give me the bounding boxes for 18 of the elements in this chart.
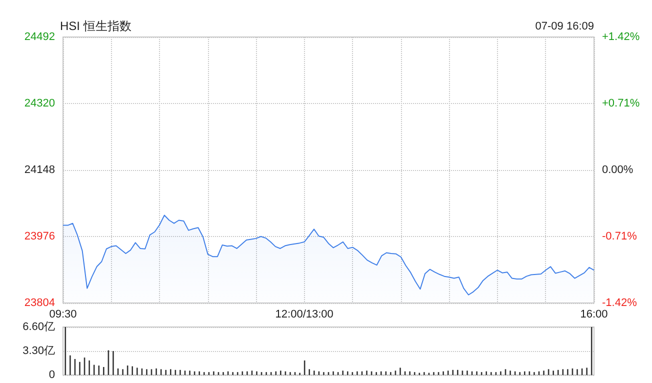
y-tick-label: 3.30亿 [22,345,55,357]
y-tick-label: 0 [48,369,55,381]
x-tick-label: 09:30 [49,308,77,320]
y2-tick-label: +1.42% [602,31,640,43]
y2-tick-label: -1.42% [602,297,638,309]
y-tick-label: 6.60亿 [22,321,55,333]
y2-tick-label: -0.71% [602,230,638,242]
y2-tick-label: 0.00% [602,164,634,176]
y-tick-label: 23804 [24,297,55,309]
chart-title: HSI 恒生指数 [60,19,132,33]
y-tick-label: 24148 [24,164,55,176]
y-tick-label: 23976 [24,230,55,242]
x-tick-label: 12:00/13:00 [275,308,334,320]
text: 07-09 16:09 [535,20,594,32]
x-tick-label: 16:00 [580,308,608,320]
y-tick-label: 24492 [24,31,55,43]
y2-tick-label: +0.71% [602,98,640,110]
y-tick-label: 24320 [24,98,55,110]
